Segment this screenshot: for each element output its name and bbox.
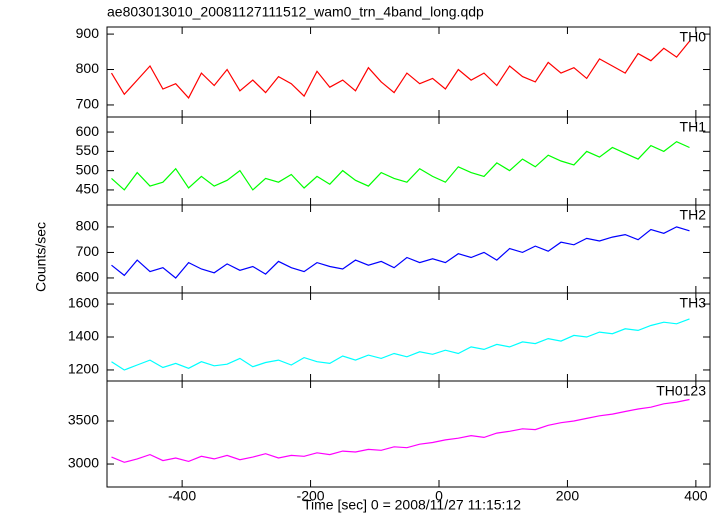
- data-line: [111, 318, 690, 371]
- y-tick-label: 700: [76, 96, 100, 112]
- series-label: TH2: [680, 207, 707, 223]
- y-tick-label: 600: [76, 123, 100, 139]
- y-tick-label: 3000: [68, 455, 99, 471]
- x-axis-label: Time [sec] 0 = 2008/11/27 11:15:12: [303, 497, 521, 513]
- y-axis-label: Counts/sec: [33, 222, 49, 292]
- y-tick-label: 550: [76, 142, 100, 158]
- x-tick-label: -400: [168, 488, 196, 504]
- y-tick-label: 800: [76, 218, 100, 234]
- panel-frame: [106, 116, 711, 206]
- x-tick-label: -200: [297, 488, 325, 504]
- y-tick-label: 600: [76, 269, 100, 285]
- chart-title: ae803013010_20081127111512_wam0_trn_4ban…: [107, 4, 484, 20]
- panel-frame: [106, 26, 711, 118]
- x-tick-label: 0: [435, 488, 443, 504]
- data-line: [110, 40, 690, 99]
- panel-frame: [106, 204, 711, 294]
- y-tick-label: 3500: [68, 412, 99, 428]
- series-label: TH1: [680, 119, 707, 135]
- data-line: [111, 226, 690, 279]
- y-tick-label: 500: [76, 161, 100, 177]
- y-tick-label: 450: [76, 181, 100, 197]
- series-label: TH0: [680, 29, 707, 45]
- y-tick-label: 1600: [68, 295, 99, 311]
- x-tick-label: 200: [556, 488, 580, 504]
- y-tick-label: 1400: [68, 328, 99, 344]
- panel-frame: [106, 292, 711, 382]
- x-tick-label: 400: [684, 488, 708, 504]
- series-label: TH3: [680, 295, 707, 311]
- series-label: TH0123: [656, 383, 706, 399]
- y-tick-label: 800: [76, 60, 100, 76]
- y-tick-label: 1200: [68, 361, 99, 377]
- y-tick-label: 900: [76, 25, 100, 41]
- data-line: [111, 141, 690, 191]
- panel-frame: [106, 380, 711, 488]
- data-line: [111, 398, 690, 463]
- y-tick-label: 700: [76, 243, 100, 259]
